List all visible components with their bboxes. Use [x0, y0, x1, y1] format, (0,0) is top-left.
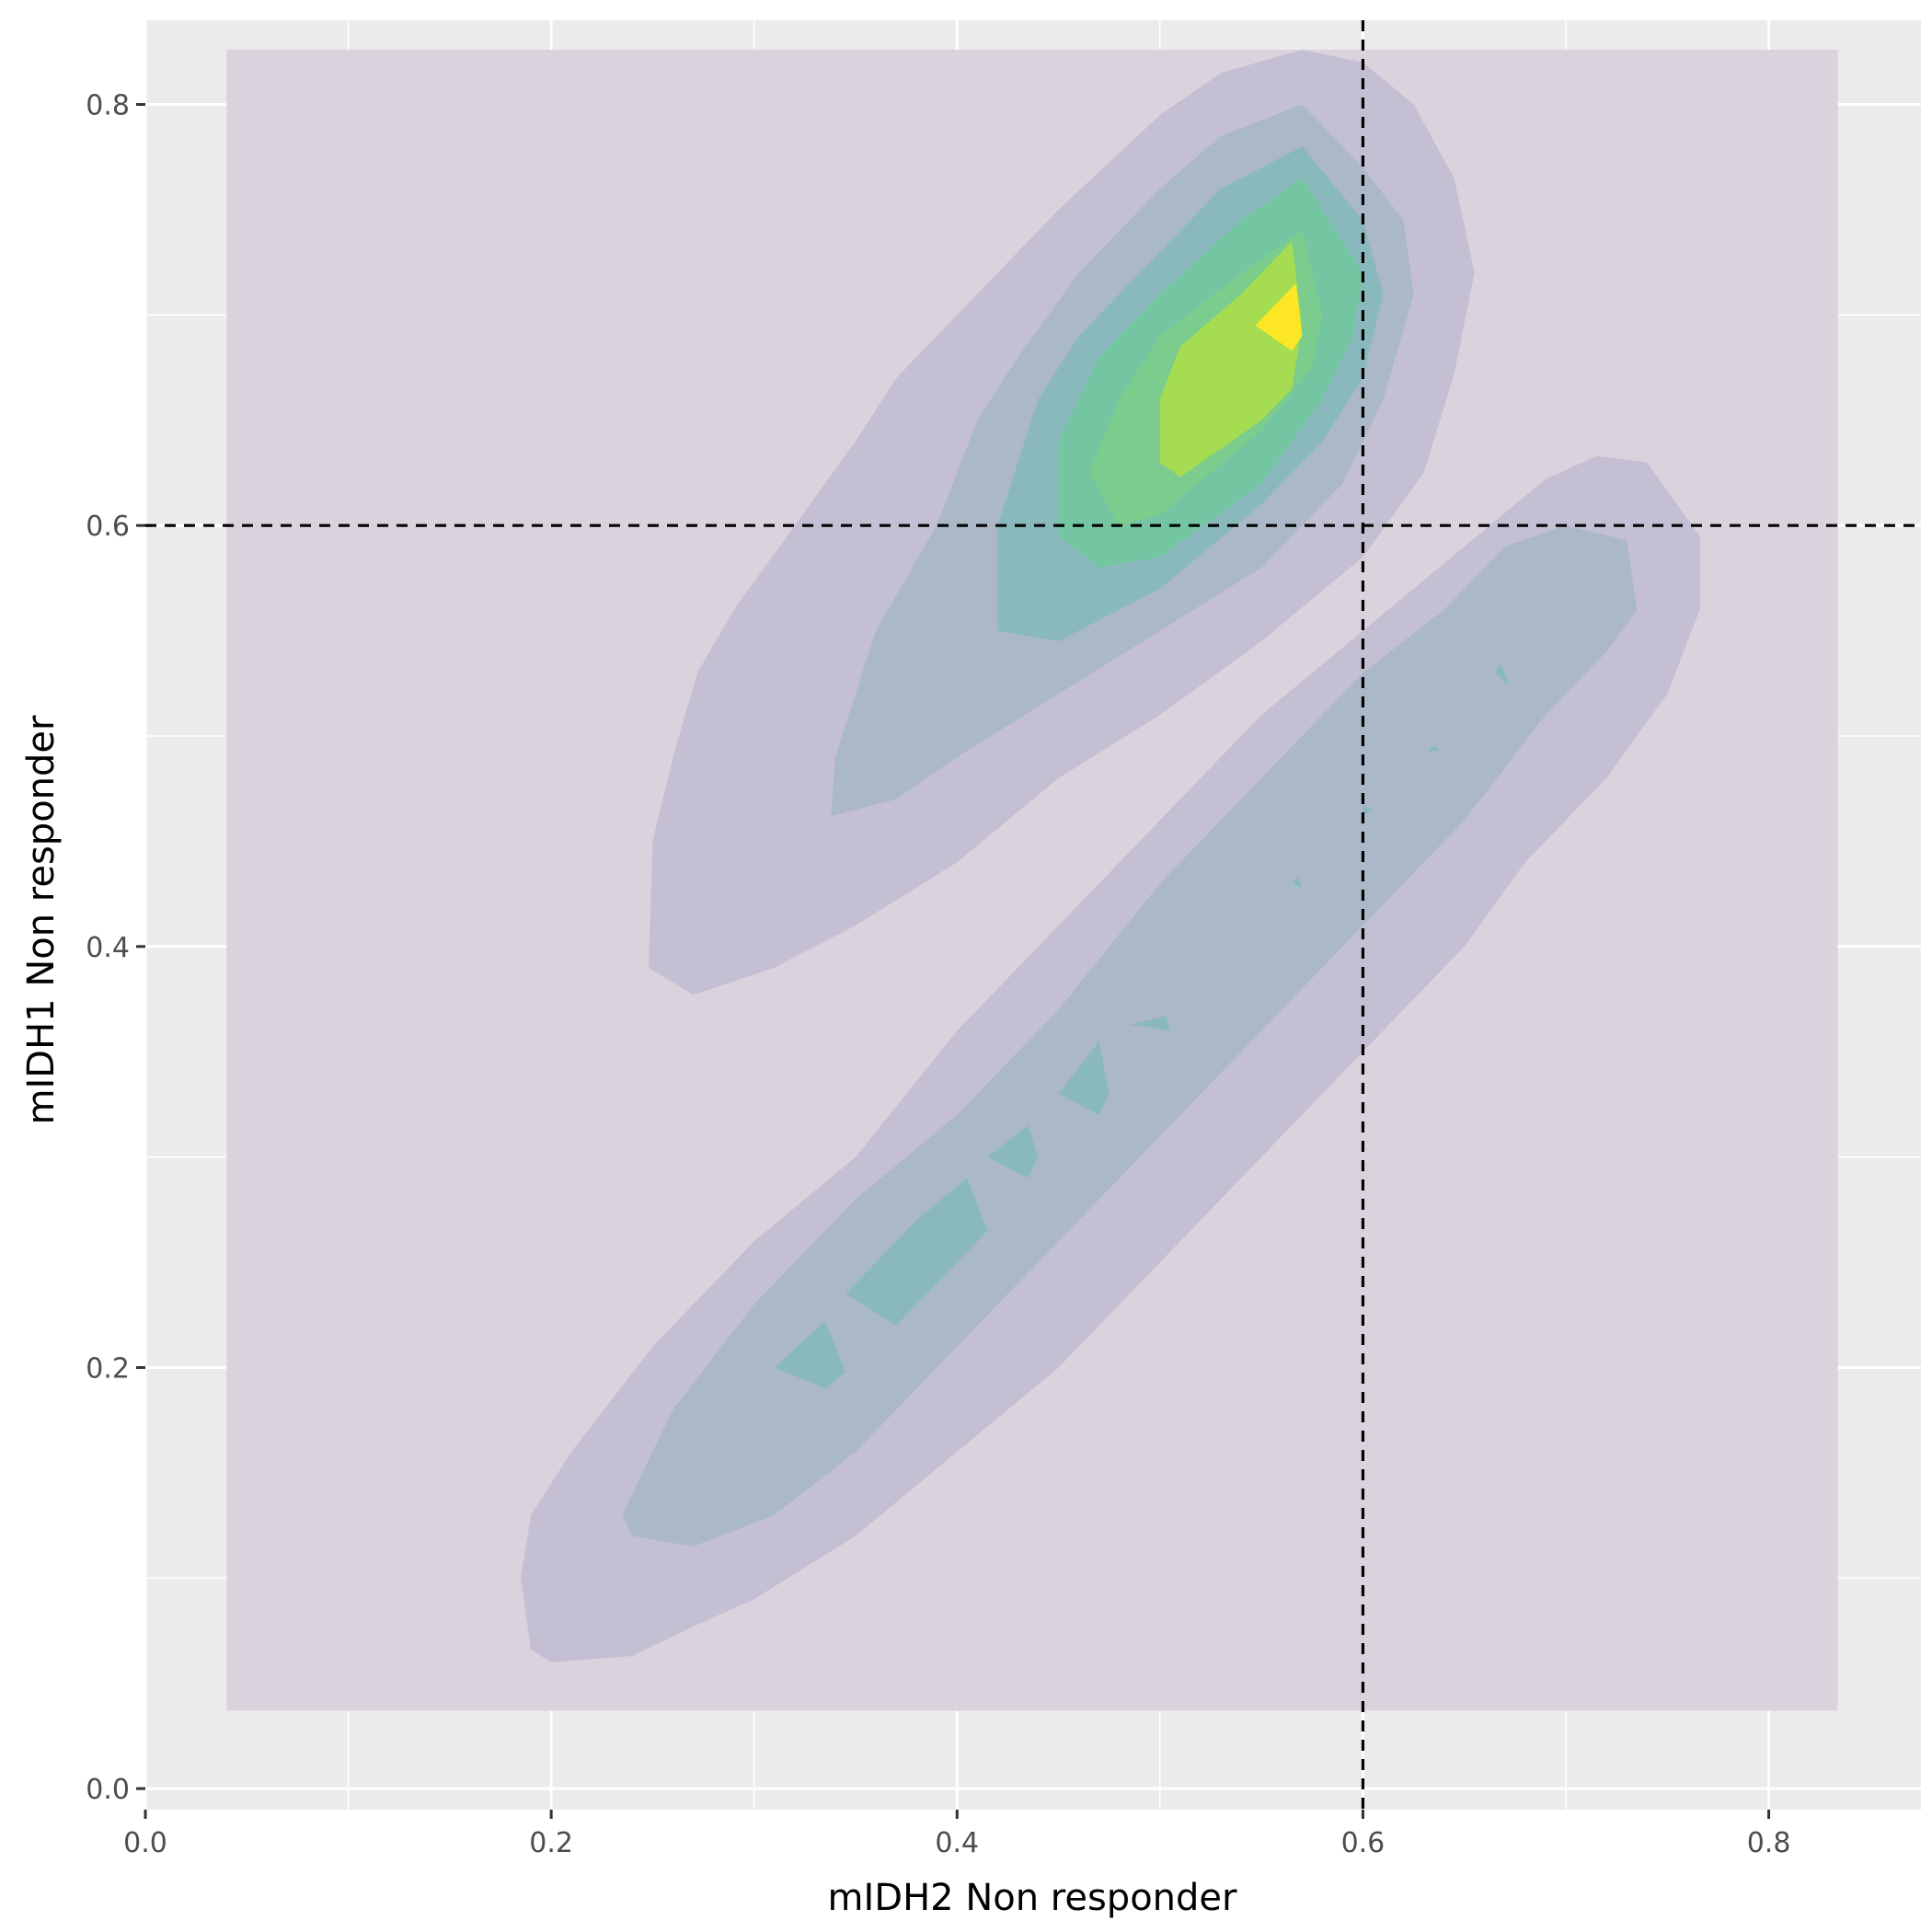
x-tick-label: 0.2	[529, 1827, 573, 1859]
contour-band-level-4	[1363, 805, 1374, 816]
x-axis-title: mIDH2 Non responder	[828, 1877, 1237, 1919]
contour-band-level-4	[987, 1125, 1039, 1179]
x-tick-label: 0.8	[1747, 1827, 1791, 1859]
y-tick-label: 0.2	[86, 1352, 130, 1385]
contour-band-level-4	[774, 1321, 845, 1389]
contour-band-level-4	[1292, 877, 1303, 888]
contour-band-level-4	[1129, 1016, 1170, 1031]
contour-band-level-8	[1255, 283, 1303, 351]
contour-band-level-7	[1159, 241, 1303, 477]
contour-band-level-4	[1428, 744, 1441, 751]
x-tick-label: 0.6	[1341, 1827, 1386, 1859]
reference-lines	[145, 20, 1921, 1810]
contour-band-level-4	[845, 1178, 988, 1326]
axes: 0.0 0.2 0.4 0.6 0.8 0.0 0.2 0.4 0.6 0.8	[86, 90, 1790, 1859]
contour-band-level-4	[1058, 1041, 1110, 1115]
y-tick-label: 0.8	[86, 90, 130, 122]
contour-band-level-1	[226, 50, 1838, 1711]
y-tick-label: 0.6	[86, 511, 130, 543]
x-tick-label: 0.0	[123, 1827, 167, 1859]
y-tick-label: 0.4	[86, 932, 130, 964]
y-tick-label: 0.0	[86, 1774, 130, 1806]
y-axis-title: mIDH1 Non responder	[20, 715, 63, 1124]
x-tick-label: 0.4	[935, 1827, 979, 1859]
contour-band-level-4	[1494, 661, 1510, 686]
contour-fills	[226, 50, 1838, 1711]
